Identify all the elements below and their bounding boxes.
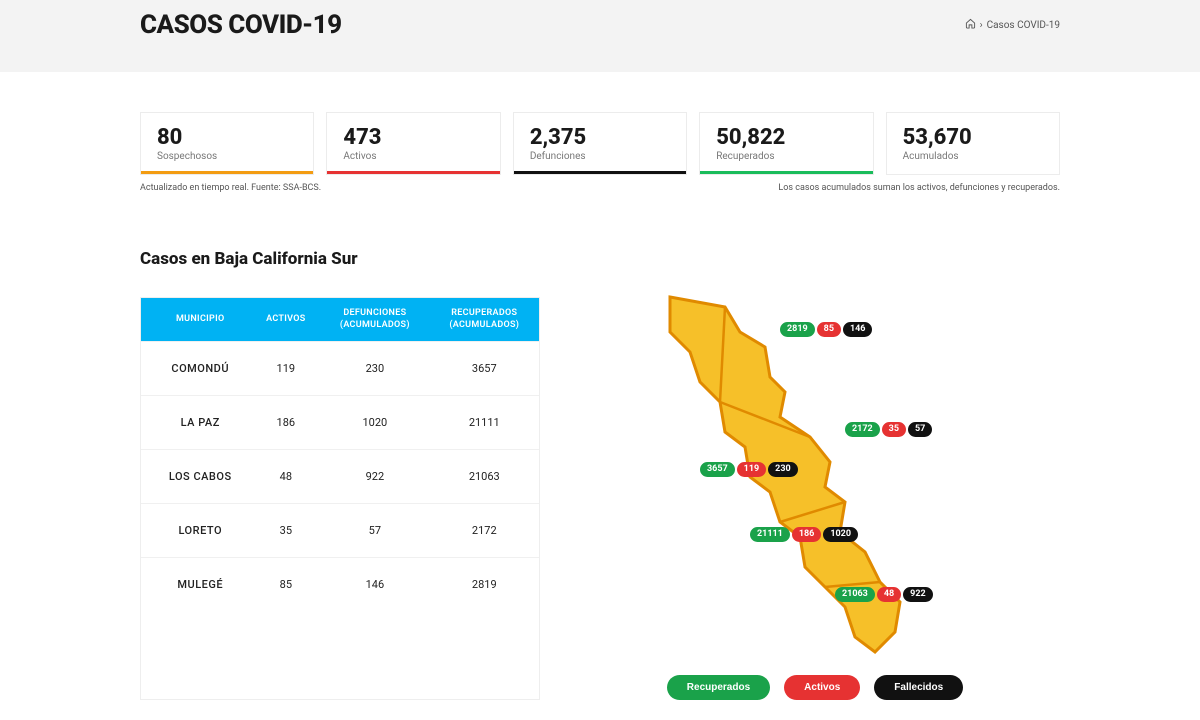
legend-fallecidos-button[interactable]: Fallecidos	[874, 675, 963, 700]
map-marker-mulege[interactable]: 281985146	[780, 322, 872, 337]
stat-value: 50,822	[716, 127, 856, 149]
table-cell: 57	[320, 504, 429, 558]
map-marker-loscabos[interactable]: 2106348922	[835, 587, 933, 602]
table-cell: 85	[252, 558, 321, 612]
stat-card: 473 Activos	[326, 112, 500, 175]
table-cell: 119	[252, 342, 321, 396]
badge-fallecidos: 922	[903, 587, 933, 602]
stat-label: Activos	[343, 151, 483, 162]
table-cell: 48	[252, 450, 321, 504]
table-header: RECUPERADOS(ACUMULADOS)	[430, 298, 539, 342]
table-row: LA PAZ186102021111	[141, 396, 539, 450]
map-marker-comondu[interactable]: 3657119230	[700, 462, 798, 477]
stats-footnote-left: Actualizado en tiempo real. Fuente: SSA-…	[140, 183, 321, 193]
map-marker-lapaz[interactable]: 211111861020	[750, 527, 858, 542]
badge-activos: 119	[737, 462, 767, 477]
legend-activos-button[interactable]: Activos	[784, 675, 860, 700]
stat-value: 80	[157, 127, 297, 149]
stat-label: Acumulados	[903, 151, 1043, 162]
badge-activos: 35	[882, 422, 906, 437]
badge-activos: 48	[877, 587, 901, 602]
badge-recuperados: 21063	[835, 587, 875, 602]
stat-card: 53,670 Acumulados	[886, 112, 1060, 175]
table-cell: 21111	[430, 396, 539, 450]
badge-recuperados: 3657	[700, 462, 735, 477]
table-cell: 922	[320, 450, 429, 504]
table-cell: 146	[320, 558, 429, 612]
home-icon[interactable]	[965, 18, 976, 32]
stat-value: 473	[343, 127, 483, 149]
table-cell: 1020	[320, 396, 429, 450]
stat-label: Sospechosos	[157, 151, 297, 162]
badge-fallecidos: 57	[908, 422, 932, 437]
table-cell: 230	[320, 342, 429, 396]
table-header: MUNICIPIO	[141, 298, 252, 342]
table-cell: 35	[252, 504, 321, 558]
map-marker-loreto[interactable]: 21723557	[845, 422, 932, 437]
map-panel: 2819851462172355736571192302111118610202…	[570, 297, 1060, 700]
table-cell: 186	[252, 396, 321, 450]
table-row: COMONDÚ1192303657	[141, 342, 539, 396]
badge-recuperados: 2172	[845, 422, 880, 437]
table-header: DEFUNCIONES(ACUMULADOS)	[320, 298, 429, 342]
breadcrumb-current: Casos COVID-19	[987, 20, 1060, 31]
stat-card: 80 Sospechosos	[140, 112, 314, 175]
stat-label: Recuperados	[716, 151, 856, 162]
table-cell: 21063	[430, 450, 539, 504]
badge-fallecidos: 1020	[823, 527, 858, 542]
map-legend: Recuperados Activos Fallecidos	[570, 675, 1060, 700]
table-cell: COMONDÚ	[141, 342, 252, 396]
table-cell: 2172	[430, 504, 539, 558]
table-cell: 2819	[430, 558, 539, 612]
section-title: Casos en Baja California Sur	[140, 249, 1060, 269]
stats-footnote-right: Los casos acumulados suman los activos, …	[778, 183, 1060, 193]
table-row: LOS CABOS4892221063	[141, 450, 539, 504]
table-header: ACTIVOS	[252, 298, 321, 342]
stat-value: 53,670	[903, 127, 1043, 149]
table-row: LORETO35572172	[141, 504, 539, 558]
breadcrumb: › Casos COVID-19	[965, 18, 1060, 32]
table-cell: LORETO	[141, 504, 252, 558]
table-cell: LA PAZ	[141, 396, 252, 450]
bcs-map	[630, 287, 930, 667]
badge-activos: 186	[792, 527, 822, 542]
table-cell: MULEGÉ	[141, 558, 252, 612]
badge-fallecidos: 230	[768, 462, 798, 477]
table-cell: 3657	[430, 342, 539, 396]
stats-row: 80 Sospechosos 473 Activos 2,375 Defunciones 5…	[140, 112, 1060, 175]
badge-recuperados: 2819	[780, 322, 815, 337]
badge-activos: 85	[817, 322, 841, 337]
table-row: MULEGÉ851462819	[141, 558, 539, 612]
page-title: CASOS COVID-19	[140, 10, 342, 40]
breadcrumb-sep: ›	[980, 20, 983, 31]
stat-card: 2,375 Defunciones	[513, 112, 687, 175]
badge-fallecidos: 146	[843, 322, 873, 337]
stat-label: Defunciones	[530, 151, 670, 162]
legend-recuperados-button[interactable]: Recuperados	[667, 675, 770, 700]
stat-value: 2,375	[530, 127, 670, 149]
stat-card: 50,822 Recuperados	[699, 112, 873, 175]
badge-recuperados: 21111	[750, 527, 790, 542]
table-cell: LOS CABOS	[141, 450, 252, 504]
cases-table: MUNICIPIOACTIVOSDEFUNCIONES(ACUMULADOS)R…	[140, 297, 540, 700]
